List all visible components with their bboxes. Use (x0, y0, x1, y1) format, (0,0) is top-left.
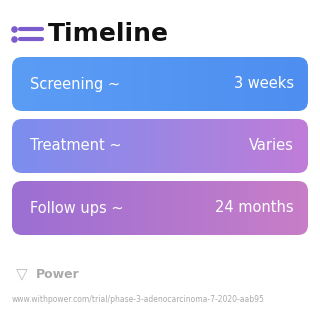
Text: Treatment ~: Treatment ~ (30, 139, 122, 153)
Text: ▽: ▽ (16, 267, 28, 283)
Text: Screening ~: Screening ~ (30, 77, 120, 92)
Text: Varies: Varies (249, 139, 294, 153)
Text: www.withpower.com/trial/phase-3-adenocarcinoma-7-2020-aab95: www.withpower.com/trial/phase-3-adenocar… (12, 295, 265, 303)
Text: 3 weeks: 3 weeks (234, 77, 294, 92)
Text: 24 months: 24 months (215, 200, 294, 215)
Text: Follow ups ~: Follow ups ~ (30, 200, 124, 215)
Text: Power: Power (36, 268, 80, 282)
Text: Timeline: Timeline (48, 22, 169, 46)
